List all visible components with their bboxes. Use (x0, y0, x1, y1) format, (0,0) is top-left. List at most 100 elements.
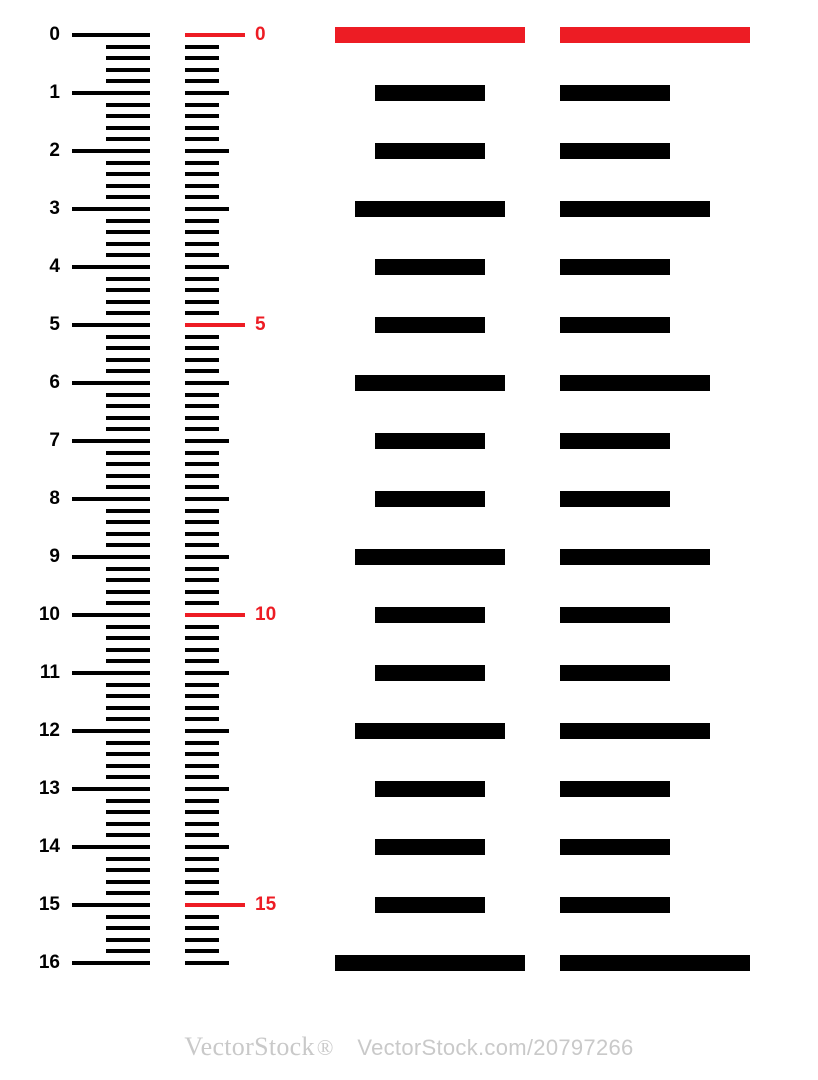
ruler1-tick (106, 137, 150, 141)
ruler2-tick (185, 393, 219, 397)
ruler1-label: 8 (49, 488, 60, 510)
ruler2-tick (185, 358, 219, 362)
ruler2-tick (185, 775, 219, 779)
ruler1-tick (72, 787, 150, 791)
ruler2-tick (185, 230, 219, 234)
ruler1-tick (106, 45, 150, 49)
ruler1-tick (106, 717, 150, 721)
ruler4-bar (560, 491, 670, 507)
ruler1-tick (72, 381, 150, 385)
ruler3-bar (375, 491, 485, 507)
ruler1-label: 14 (39, 836, 60, 858)
ruler1-label: 1 (49, 82, 60, 104)
ruler1-label: 0 (49, 24, 60, 46)
ruler1-label: 5 (49, 314, 60, 336)
ruler1-tick (106, 868, 150, 872)
ruler4-bar (560, 897, 670, 913)
ruler2-tick (185, 590, 219, 594)
ruler3-bar (375, 433, 485, 449)
ruler1-tick (106, 578, 150, 582)
ruler1-tick (106, 335, 150, 339)
ruler2-tick (185, 636, 219, 640)
ruler1-tick (106, 184, 150, 188)
ruler2-tick (185, 648, 219, 652)
ruler3-bar (355, 375, 505, 391)
ruler1-tick (72, 555, 150, 559)
ruler3-bar (375, 143, 485, 159)
ruler1-tick (106, 636, 150, 640)
ruler1-tick (106, 625, 150, 629)
ruler4-bar (560, 839, 670, 855)
ruler1-tick (106, 810, 150, 814)
ruler1-tick (106, 346, 150, 350)
ruler4-bar (560, 27, 750, 43)
ruler1-tick (106, 509, 150, 513)
ruler1-label: 11 (40, 662, 60, 684)
ruler1-tick (106, 219, 150, 223)
ruler2-tick (185, 439, 229, 443)
ruler2-tick (185, 253, 219, 257)
ruler4-bar (560, 723, 710, 739)
watermark-brand: VectorStock (184, 1032, 314, 1061)
ruler1-label: 2 (49, 140, 60, 162)
ruler1-tick (106, 543, 150, 547)
ruler1-tick (72, 497, 150, 501)
ruler1-tick (106, 857, 150, 861)
ruler4-bar (560, 607, 670, 623)
ruler1-tick (72, 729, 150, 733)
ruler2-tick (185, 288, 219, 292)
ruler1-tick (106, 427, 150, 431)
watermark-sep: ® (317, 1035, 334, 1060)
ruler1-tick (106, 601, 150, 605)
ruler2-tick (185, 532, 219, 536)
ruler2-tick (185, 79, 219, 83)
ruler2-tick (185, 172, 219, 176)
ruler1-tick (106, 103, 150, 107)
ruler1-tick (106, 880, 150, 884)
ruler2-tick (185, 114, 219, 118)
ruler1-label: 16 (39, 952, 60, 974)
ruler2-tick (185, 949, 219, 953)
ruler4-bar (560, 781, 670, 797)
ruler2-tick (185, 520, 219, 524)
ruler1-tick (106, 741, 150, 745)
ruler2-tick (185, 845, 229, 849)
ruler2-tick (185, 625, 219, 629)
ruler1-tick (106, 474, 150, 478)
ruler2-tick (185, 195, 219, 199)
ruler2-tick (185, 68, 219, 72)
ruler1-tick (106, 288, 150, 292)
ruler2-tick (185, 926, 219, 930)
ruler1-tick (106, 416, 150, 420)
ruler1-tick (106, 56, 150, 60)
ruler-diagram: 012345678910111213141516051015 (0, 0, 818, 1080)
ruler2-tick (185, 497, 229, 501)
ruler2-tick (185, 184, 219, 188)
ruler2-tick (185, 161, 219, 165)
ruler1-label: 12 (39, 720, 60, 742)
ruler1-tick (106, 775, 150, 779)
ruler1-tick (106, 706, 150, 710)
ruler2-tick (185, 219, 219, 223)
ruler1-tick (106, 648, 150, 652)
ruler2-tick (185, 485, 219, 489)
ruler4-bar (560, 375, 710, 391)
ruler1-tick (106, 311, 150, 315)
ruler2-tick (185, 335, 219, 339)
ruler3-bar (375, 259, 485, 275)
ruler2-tick (185, 601, 219, 605)
ruler3-bar (375, 665, 485, 681)
ruler1-tick (72, 265, 150, 269)
ruler1-tick (106, 683, 150, 687)
ruler1-tick (106, 915, 150, 919)
ruler2-tick (185, 578, 219, 582)
ruler4-bar (560, 143, 670, 159)
ruler4-bar (560, 259, 670, 275)
ruler1-tick (72, 903, 150, 907)
ruler1-tick (106, 195, 150, 199)
ruler2-tick (185, 323, 245, 327)
ruler2-tick (185, 880, 219, 884)
ruler2-tick (185, 427, 219, 431)
ruler4-bar (560, 201, 710, 217)
ruler1-tick (106, 230, 150, 234)
